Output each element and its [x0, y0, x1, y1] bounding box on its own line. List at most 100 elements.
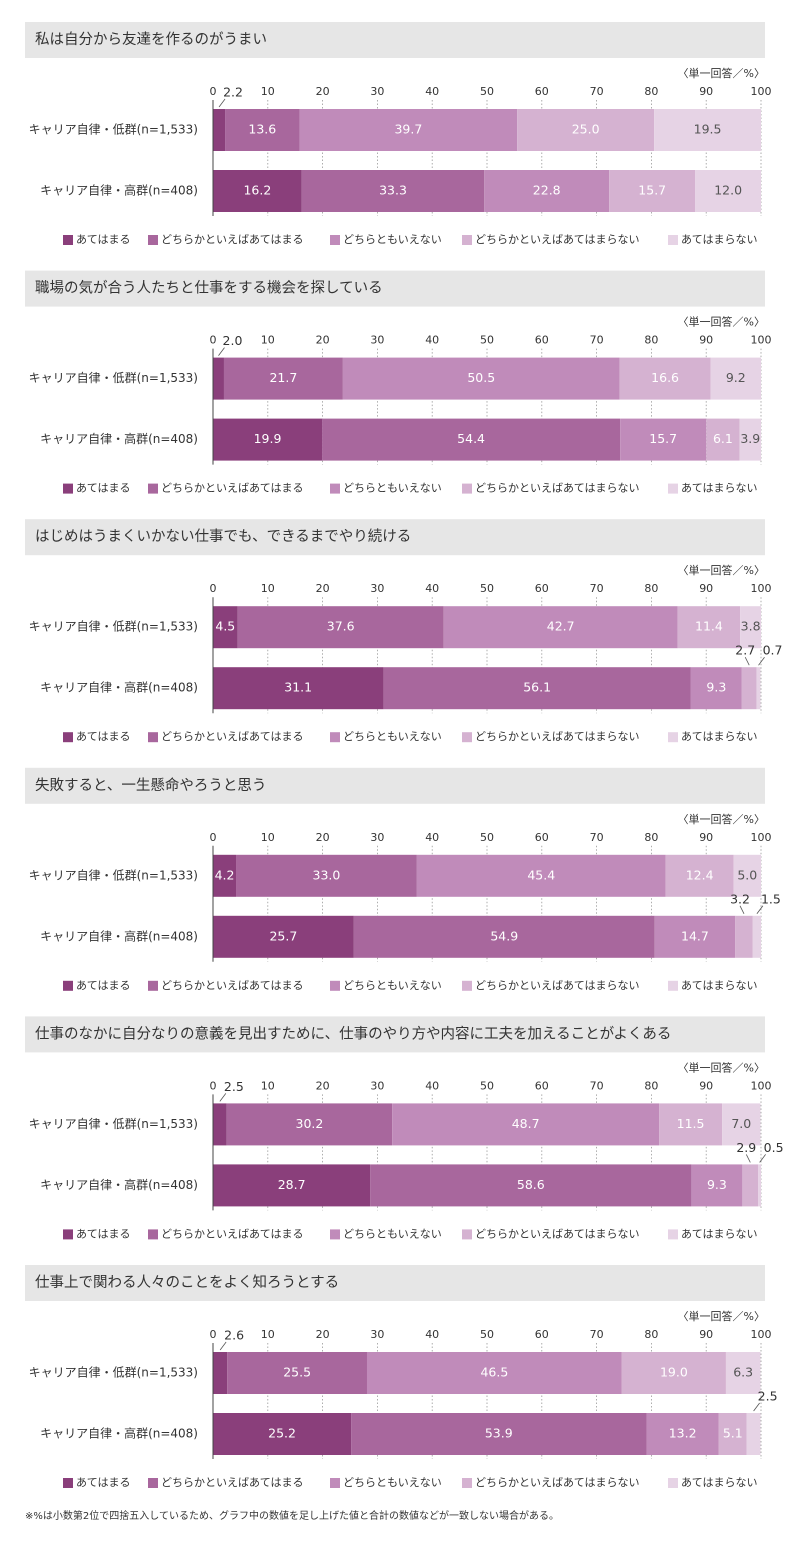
legend-label: どちらかといえばあてはまらない: [475, 730, 640, 743]
x-tick-label: 60: [535, 1328, 549, 1341]
x-tick-label: 40: [425, 831, 439, 844]
bar-segment: [659, 1103, 723, 1146]
x-tick-label: 20: [316, 334, 330, 347]
legend-swatch: [330, 483, 340, 494]
value-label: 25.2: [268, 1426, 296, 1441]
bar-segment: [370, 1164, 692, 1207]
legend-label: どちらかといえばあてはまらない: [475, 482, 640, 495]
x-tick-label: 30: [370, 1328, 384, 1341]
value-label: 2.5: [224, 1079, 244, 1094]
category-label: キャリア自律・低群(n=1,533): [29, 620, 198, 634]
x-tick-label: 0: [210, 334, 217, 347]
value-label: 5.1: [723, 1426, 743, 1441]
bar-segment: [646, 1413, 719, 1455]
leader-line: [219, 1341, 227, 1351]
legend-label: どちらともいえない: [343, 730, 442, 743]
value-label: 15.7: [638, 183, 666, 198]
bar-segment: [756, 667, 761, 710]
chart-title: 失敗すると、一生懸命やろうと思う: [35, 776, 266, 794]
value-label: 19.0: [660, 1365, 688, 1380]
value-label: 0.5: [764, 1140, 784, 1155]
value-label: 2.2: [223, 85, 243, 100]
legend-label: あてはまる: [76, 979, 131, 992]
legend-label: あてはまる: [76, 730, 131, 743]
legend-swatch: [63, 732, 73, 743]
title-band: [25, 1016, 765, 1053]
bar-segment: [351, 1413, 647, 1455]
legend-swatch: [330, 235, 340, 245]
leader-line: [753, 1402, 760, 1412]
bar-segment: [740, 606, 761, 649]
value-label: 25.7: [269, 928, 297, 943]
bar-segment: [342, 357, 620, 400]
title-band: [25, 767, 765, 804]
value-label: 21.7: [269, 370, 297, 385]
value-label: 9.2: [726, 370, 746, 385]
x-tick-label: 10: [261, 334, 275, 347]
legend-label: どちらともいえない: [343, 979, 442, 992]
x-tick-label: 50: [480, 85, 494, 98]
value-label: 37.6: [327, 619, 355, 634]
x-tick-label: 20: [316, 1328, 330, 1341]
x-tick-label: 70: [590, 334, 604, 347]
value-label: 19.5: [694, 122, 722, 137]
x-tick-label: 10: [261, 1079, 275, 1092]
category-label: キャリア自律・低群(n=1,533): [29, 1117, 198, 1131]
bar-segment: [517, 109, 655, 151]
bar-segment: [223, 357, 343, 400]
legend-label: あてはまらない: [681, 482, 758, 495]
chart-title: 私は自分から友達を作るのがうまい: [35, 31, 267, 48]
category-label: キャリア自律・高群(n=408): [40, 1426, 198, 1441]
value-label: 12.0: [714, 183, 742, 198]
bar-segment: [392, 1103, 660, 1146]
bar-segment: [706, 418, 740, 461]
bar-segment: [225, 109, 300, 151]
legend-label: どちらかといえばあてはまる: [161, 730, 304, 743]
x-tick-label: 20: [316, 85, 330, 98]
leader-line: [759, 1154, 766, 1163]
bar-segment: [742, 1164, 759, 1207]
value-label: 25.0: [572, 122, 600, 137]
value-label: 3.9: [740, 431, 760, 446]
legend-label: あてはまらない: [681, 730, 758, 743]
x-tick-label: 80: [644, 582, 658, 595]
x-tick-label: 30: [370, 831, 384, 844]
bar-segment: [366, 1352, 622, 1394]
legend-swatch: [668, 1478, 678, 1488]
category-label: キャリア自律・高群(n=408): [40, 928, 198, 943]
legend-swatch: [330, 1478, 340, 1488]
x-tick-label: 100: [751, 1328, 772, 1341]
unit-note: 〈単一回答／%〉: [678, 1309, 765, 1323]
legend-label: あてはまる: [76, 233, 131, 246]
legend-swatch: [668, 1229, 678, 1240]
legend-swatch: [668, 483, 678, 494]
bar-segment: [213, 170, 302, 212]
value-label: 13.6: [248, 122, 276, 137]
value-label: 39.7: [394, 122, 422, 137]
x-tick-label: 100: [751, 582, 772, 595]
bar-segment: [739, 418, 761, 461]
bar-segment: [746, 1413, 761, 1455]
legend-swatch: [148, 235, 158, 245]
x-tick-label: 30: [370, 85, 384, 98]
legend-label: どちらかといえばあてはまらない: [475, 233, 640, 246]
value-label: 54.9: [490, 928, 518, 943]
leader-line: [745, 1154, 751, 1163]
category-label: キャリア自律・低群(n=1,533): [29, 1366, 198, 1380]
legend-swatch: [148, 483, 158, 494]
bar-segment: [236, 854, 417, 897]
bar-segment: [690, 667, 742, 710]
legend-swatch: [668, 235, 678, 245]
x-tick-label: 100: [751, 831, 772, 844]
legend-label: あてはまる: [76, 1476, 131, 1489]
legend-swatch: [330, 1229, 340, 1240]
value-label: 45.4: [527, 867, 555, 882]
legend-label: どちらともいえない: [343, 1227, 442, 1240]
legend-swatch: [462, 1478, 472, 1488]
value-label: 33.0: [313, 867, 341, 882]
x-tick-label: 80: [644, 1328, 658, 1341]
x-tick-label: 50: [480, 334, 494, 347]
value-label: 14.7: [681, 928, 709, 943]
x-tick-label: 70: [590, 831, 604, 844]
value-label: 9.3: [707, 1177, 727, 1192]
